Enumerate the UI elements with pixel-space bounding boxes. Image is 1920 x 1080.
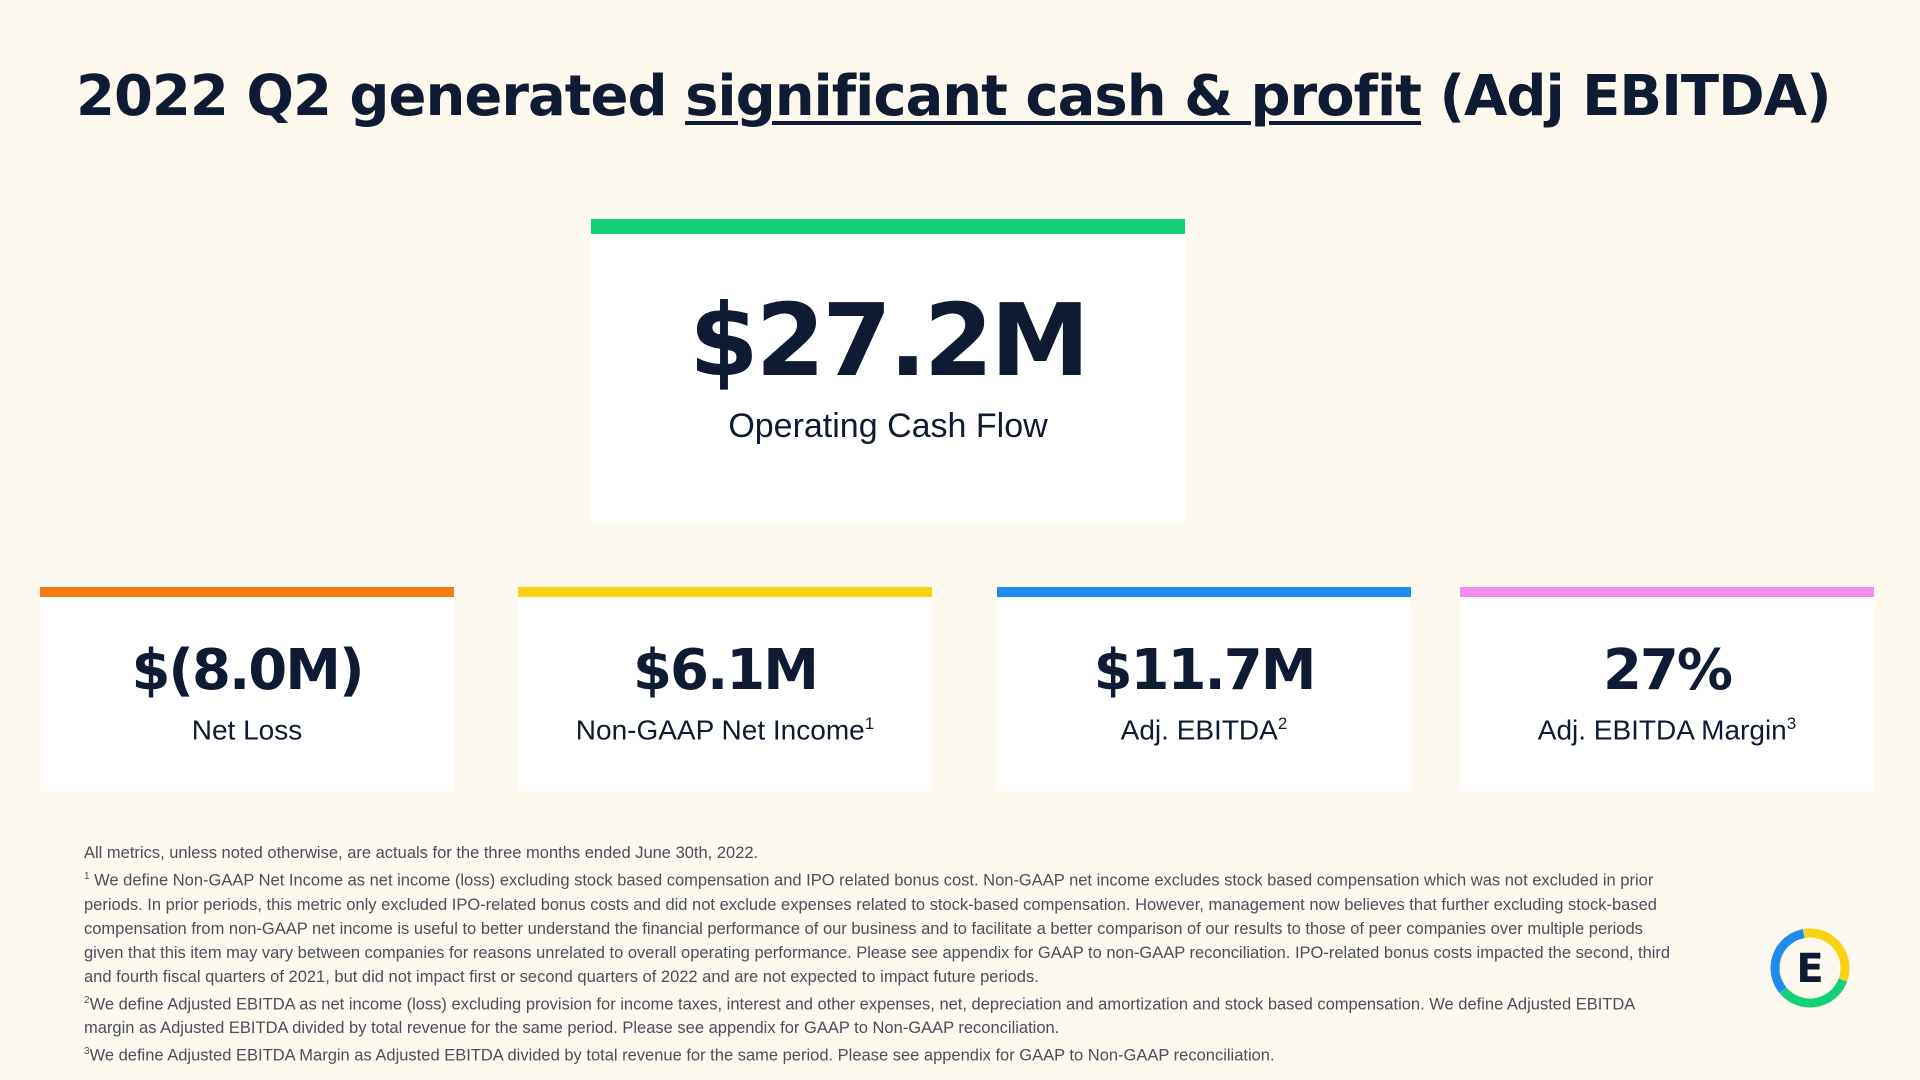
metric-accent-bar: [997, 587, 1411, 597]
title-suffix: (Adj EBITDA): [1420, 64, 1831, 129]
title-prefix: 2022 Q2 generated: [76, 64, 686, 129]
metric-value: $6.1M: [633, 638, 819, 703]
hero-metric-value: $27.2M: [689, 282, 1090, 399]
hero-metric-label: Operating Cash Flow: [728, 407, 1048, 445]
metric-label: Adj. EBITDA Margin3: [1537, 714, 1797, 746]
company-logo-icon: E: [1770, 928, 1850, 1008]
metric-value: $11.7M: [1093, 638, 1317, 703]
page-title: 2022 Q2 generated significant cash & pro…: [76, 64, 1832, 129]
metric-card-adj-ebitda-margin: 27% Adj. EBITDA Margin3: [1460, 587, 1874, 792]
metric-label: Net Loss: [191, 714, 303, 746]
metric-accent-bar: [40, 587, 454, 597]
metric-accent-bar: [1460, 587, 1874, 597]
metric-label: Adj. EBITDA2: [1120, 714, 1288, 746]
hero-metric-card: $27.2M Operating Cash Flow: [591, 219, 1185, 524]
footnote-3: 3We define Adjusted EBITDA Margin as Adj…: [84, 1046, 1275, 1065]
metric-accent-bar: [518, 587, 932, 597]
metric-card-net-loss: $(8.0M) Net Loss: [40, 587, 454, 792]
footnote-intro: All metrics, unless noted otherwise, are…: [84, 844, 759, 862]
footnote-2: 2We define Adjusted EBITDA as net income…: [84, 994, 1635, 1038]
title-underlined: significant cash & profit: [685, 64, 1422, 129]
footnote-1: 1 We define Non-GAAP Net Income as net i…: [84, 871, 1671, 986]
metric-label: Non-GAAP Net Income1: [575, 714, 875, 746]
footnote-mark: 2: [1277, 714, 1288, 733]
metric-value: 27%: [1602, 638, 1733, 703]
metric-value: $(8.0M): [131, 638, 364, 703]
hero-accent-bar: [591, 219, 1185, 234]
metric-card-adj-ebitda: $11.7M Adj. EBITDA2: [997, 587, 1411, 792]
footnote-mark: 3: [1786, 714, 1797, 733]
footnote-mark: 1: [864, 714, 875, 733]
footnotes: All metrics, unless noted otherwise, are…: [84, 841, 1684, 1068]
logo-letter: E: [1796, 946, 1823, 992]
metric-card-non-gaap-net-income: $6.1M Non-GAAP Net Income1: [518, 587, 932, 792]
